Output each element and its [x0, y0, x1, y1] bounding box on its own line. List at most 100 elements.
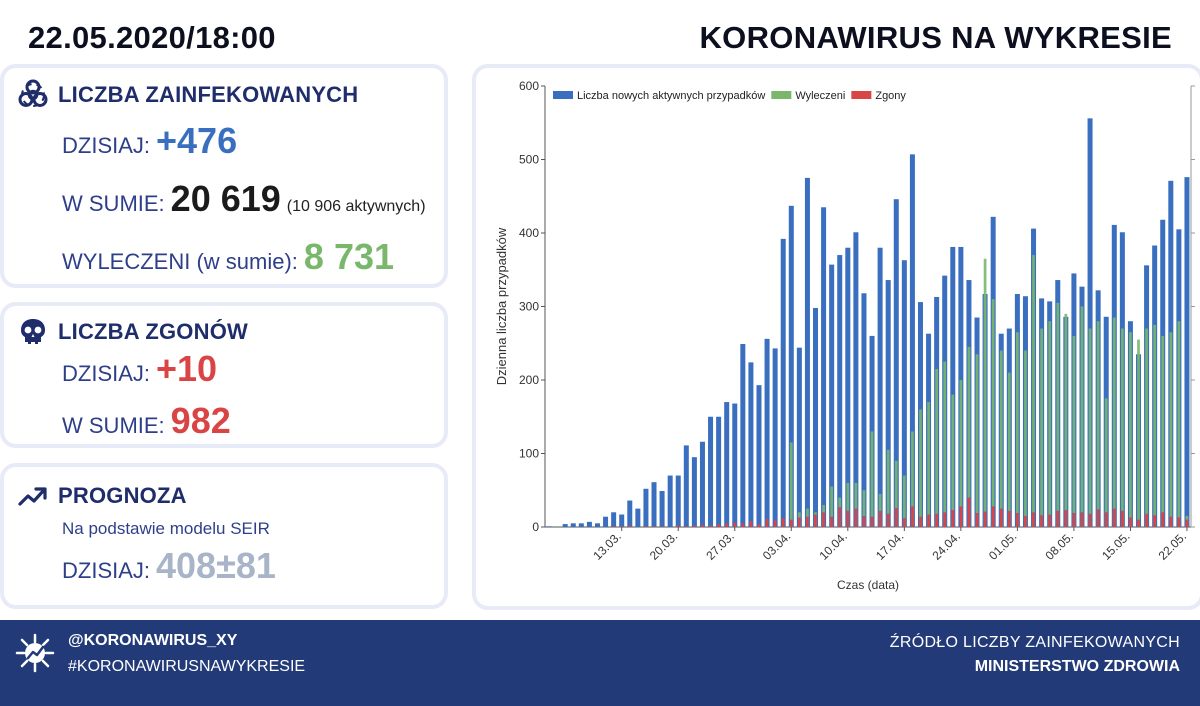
- recovered-row: WYLECZENI (w sumie): 8 731: [62, 236, 394, 278]
- infected-title: LICZBA ZAINFEKOWANYCH: [58, 82, 359, 107]
- bar-deaths: [854, 508, 858, 527]
- infected-card-header: LICZBA ZAINFEKOWANYCH: [16, 78, 358, 112]
- bar-deaths: [749, 521, 753, 527]
- deaths-card: LICZBA ZGONÓW DZISIAJ: +10 W SUMIE: 982: [0, 302, 448, 448]
- x-tick-label: 03.04.: [760, 529, 793, 562]
- bar-new-active: [708, 416, 714, 527]
- bar-new-active: [861, 293, 867, 527]
- bar-deaths: [870, 516, 874, 527]
- bar-new-active: [796, 347, 802, 527]
- bar-new-active: [716, 416, 722, 527]
- bar-recovered: [967, 346, 971, 527]
- y-tick-label: 0: [532, 520, 539, 534]
- trend-up-icon: [16, 479, 50, 513]
- infected-today-value: +476: [156, 120, 238, 161]
- bar-deaths: [1185, 519, 1189, 527]
- bar-new-active: [1184, 177, 1190, 527]
- bar-deaths: [894, 507, 898, 527]
- x-tick-label: 13.03.: [590, 529, 623, 562]
- bar-deaths: [951, 510, 955, 527]
- forecast-subtitle-row: Na podstawie modelu SEIR: [62, 519, 270, 539]
- legend-label: Zgony: [875, 90, 906, 102]
- bar-deaths: [822, 512, 825, 527]
- bar-new-active: [950, 246, 956, 527]
- bar-new-active: [853, 232, 859, 527]
- legend-swatch: [553, 91, 573, 99]
- bar-deaths: [612, 526, 616, 527]
- bar-deaths: [1088, 513, 1092, 527]
- bar-deaths: [1153, 515, 1157, 527]
- deaths-total-value: 982: [170, 400, 231, 441]
- bar-deaths: [846, 510, 850, 527]
- header-datetime: 22.05.2020/18:00: [28, 20, 276, 55]
- bar-recovered: [1096, 321, 1100, 527]
- bar-recovered: [789, 442, 793, 527]
- bar-deaths: [652, 526, 656, 527]
- bar-recovered: [1120, 328, 1124, 527]
- bar-new-active: [683, 445, 689, 527]
- bar-deaths: [676, 525, 680, 527]
- bar-recovered: [1072, 335, 1076, 527]
- bar-recovered: [1145, 328, 1148, 527]
- legend-label: Liczba nowych aktywnych przypadków: [577, 90, 765, 102]
- bar-deaths: [886, 513, 890, 527]
- bar-deaths: [1080, 512, 1084, 527]
- infected-total-row: W SUMIE: 20 619 (10 906 aktywnych): [62, 178, 426, 220]
- bar-new-active: [845, 247, 851, 527]
- bar-recovered: [1024, 350, 1027, 527]
- bar-recovered: [1080, 306, 1084, 527]
- bar-deaths: [919, 516, 922, 527]
- bar-deaths: [1120, 510, 1124, 527]
- footer-source-line2: MINISTERSTWO ZDROWIA: [974, 658, 1180, 675]
- bar-deaths: [943, 512, 947, 527]
- y-tick-label: 400: [519, 226, 539, 240]
- bar-deaths: [1048, 514, 1052, 527]
- bar-new-active: [748, 362, 754, 527]
- bar-new-active: [829, 264, 835, 527]
- bar-new-active: [651, 482, 657, 527]
- bar-recovered: [886, 449, 890, 527]
- bar-recovered: [951, 394, 955, 527]
- bar-deaths: [797, 517, 801, 527]
- bar-deaths: [975, 513, 979, 527]
- footer-hashtag: #KORONAWIRUSNAWYKRESIE: [68, 658, 306, 675]
- bar-deaths: [757, 524, 761, 527]
- bar-new-active: [901, 260, 907, 527]
- legend-swatch: [851, 91, 872, 99]
- bar-deaths: [1016, 513, 1019, 527]
- bar-deaths: [644, 526, 648, 527]
- bar-deaths: [693, 525, 696, 527]
- y-tick-label: 500: [519, 153, 539, 167]
- bar-deaths: [1137, 519, 1140, 527]
- bar-deaths: [991, 506, 995, 527]
- bar-deaths: [878, 510, 882, 527]
- bar-recovered: [927, 402, 930, 527]
- bar-deaths: [1007, 510, 1011, 527]
- bar-new-active: [756, 385, 762, 527]
- bar-new-active: [804, 177, 810, 527]
- bar-new-active: [772, 348, 778, 527]
- deaths-today-label: DZISIAJ:: [62, 361, 151, 386]
- bar-recovered: [1048, 321, 1052, 527]
- legend-swatch: [771, 91, 792, 99]
- bar-deaths: [620, 526, 624, 527]
- bar-deaths: [1056, 510, 1060, 527]
- bar-deaths: [701, 524, 704, 527]
- bar-new-active: [837, 255, 843, 528]
- x-tick-label: 01.05.: [986, 529, 1019, 562]
- bar-new-active: [788, 205, 794, 527]
- bar-deaths: [1032, 512, 1035, 527]
- bar-deaths: [1072, 513, 1076, 527]
- bar-recovered: [1040, 328, 1043, 527]
- bar-new-active: [1087, 118, 1093, 527]
- bar-recovered: [935, 368, 939, 527]
- header-title: KORONAWIRUS NA WYKRESIE: [699, 20, 1172, 55]
- bar-deaths: [741, 523, 745, 527]
- forecast-today-value: 408±81: [156, 545, 276, 586]
- y-tick-label: 200: [519, 373, 539, 387]
- bar-new-active: [562, 524, 568, 527]
- bar-recovered: [975, 354, 979, 527]
- bar-deaths: [862, 515, 866, 527]
- x-tick-label: 17.04.: [873, 529, 906, 562]
- bar-new-active: [675, 475, 681, 527]
